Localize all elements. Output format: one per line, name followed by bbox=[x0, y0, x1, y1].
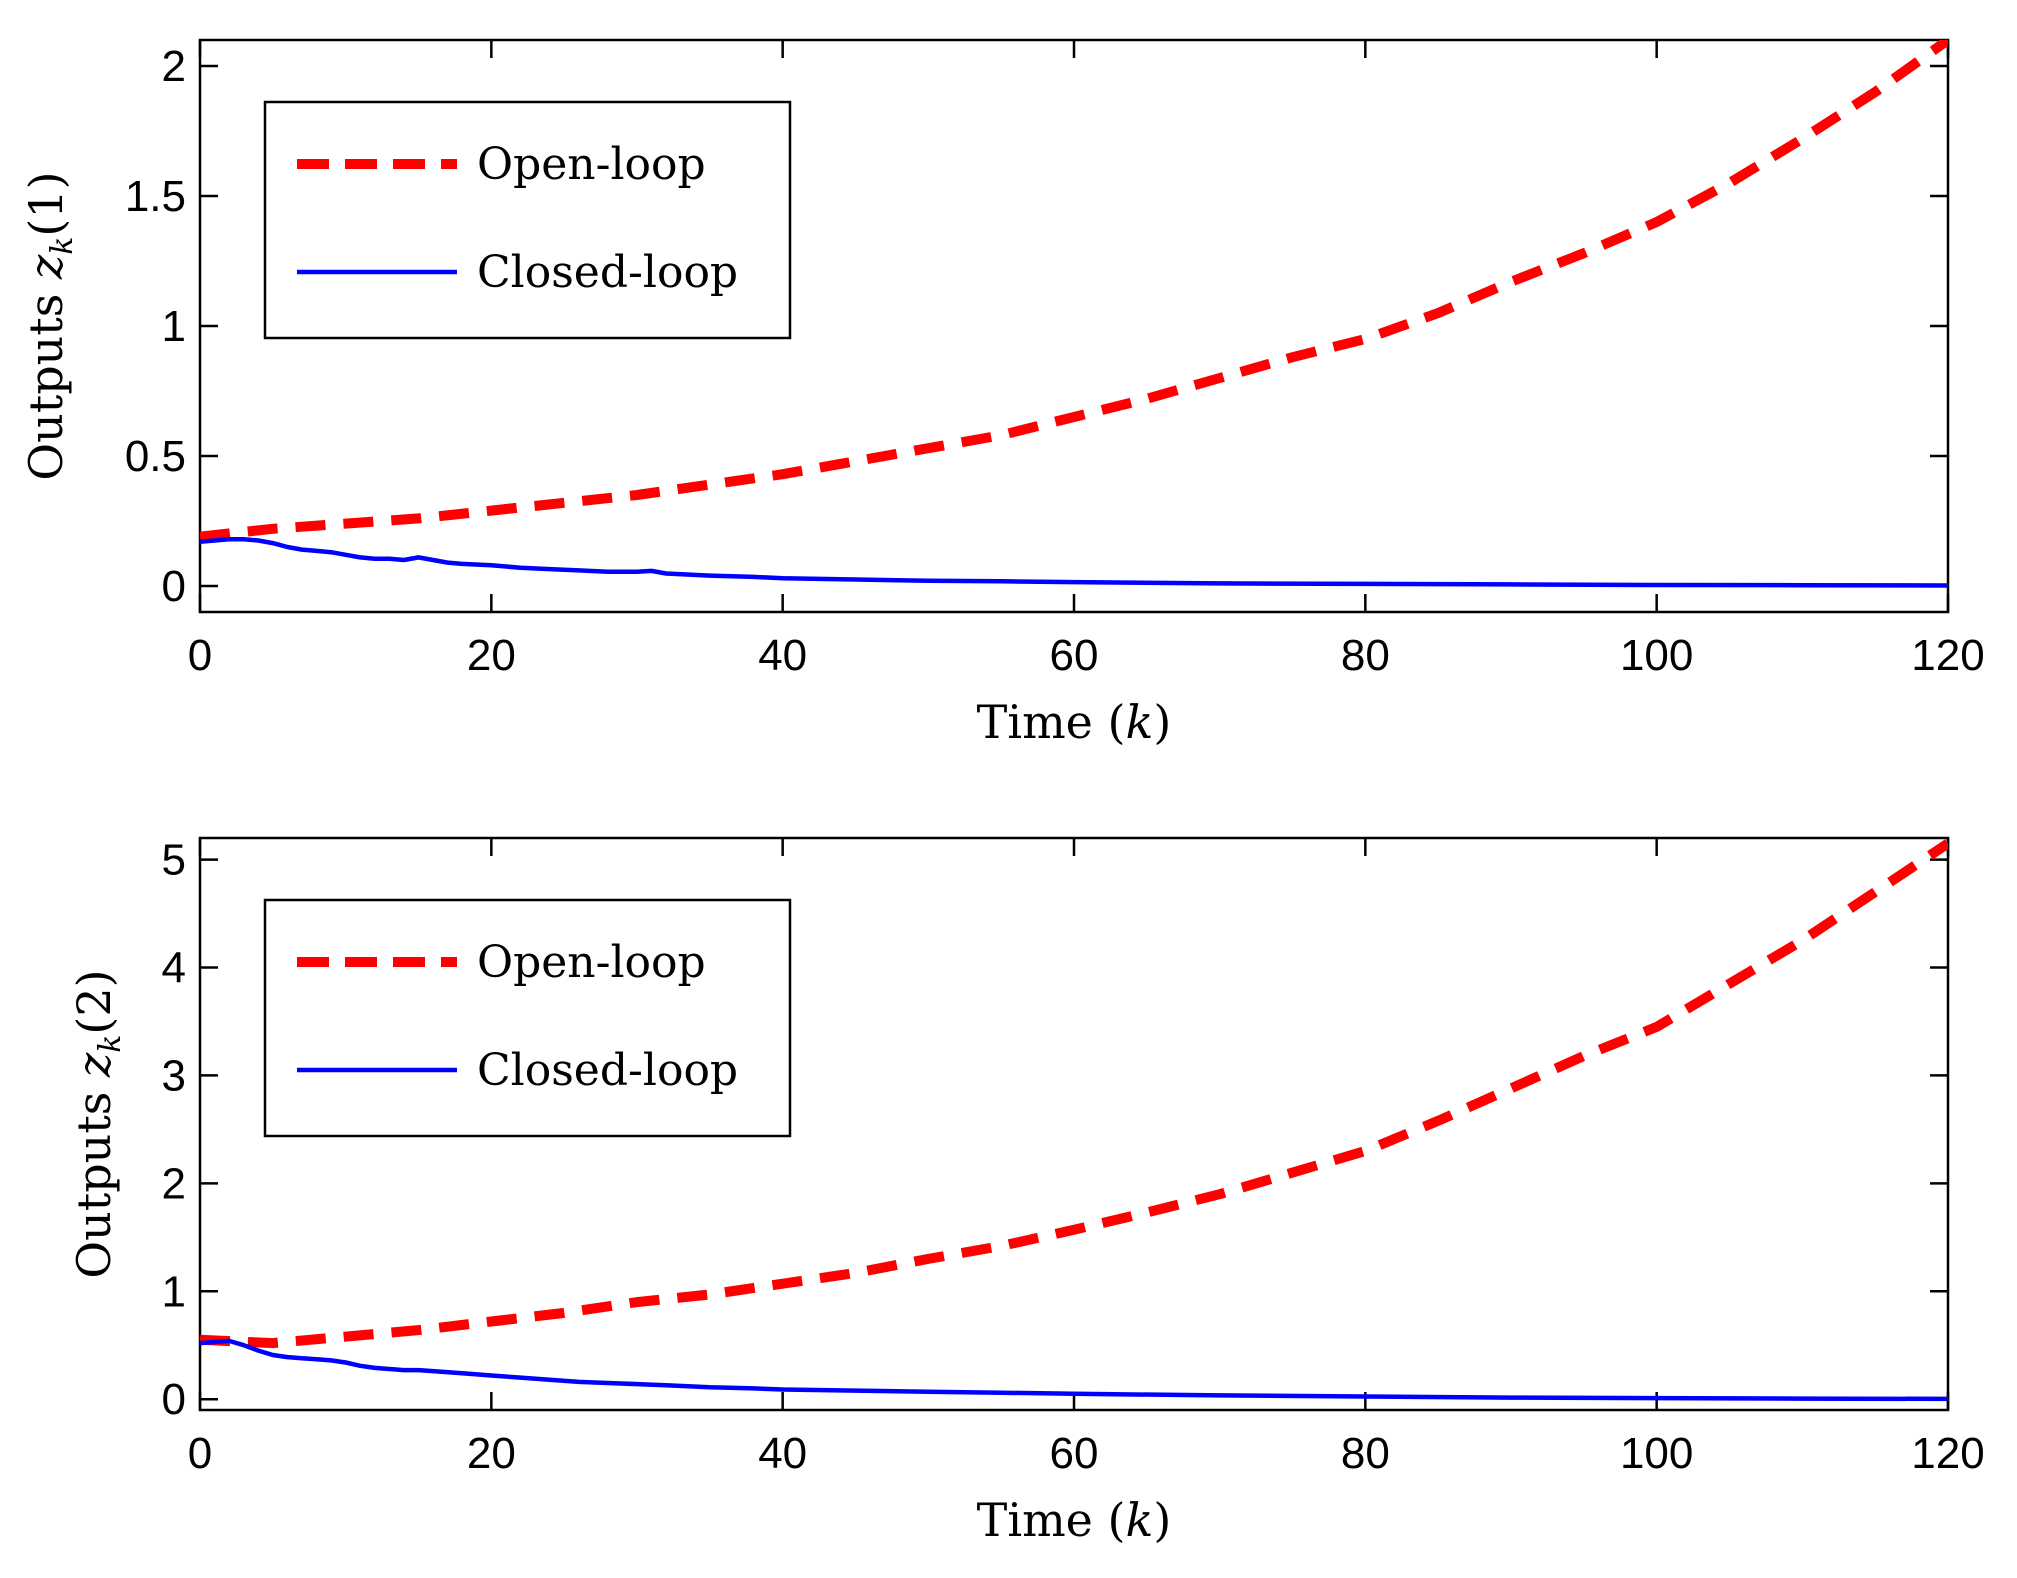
chart2-y-axis-label: Outputs zk(2) bbox=[67, 969, 128, 1278]
chart2-series-open-loop bbox=[200, 839, 1948, 1349]
chart2-y-tick-label: 0 bbox=[162, 1375, 186, 1424]
chart1-legend: Open-loop Closed-loop bbox=[263, 100, 792, 340]
chart2-legend: Open-loop Closed-loop bbox=[263, 898, 792, 1138]
chart2-x-tick-label: 80 bbox=[1341, 1429, 1390, 1478]
chart1-legend-box bbox=[263, 100, 792, 340]
chart2-y-tick-label: 2 bbox=[162, 1159, 186, 1208]
chart1-x-tick-label: 60 bbox=[1050, 631, 1099, 680]
chart2-legend-label-closed-loop: Closed-loop bbox=[477, 1045, 738, 1096]
chart1-series-open-loop bbox=[200, 40, 1948, 542]
chart1-y-tick-label: 2 bbox=[162, 42, 186, 91]
chart1-y-tick-label: 1.5 bbox=[125, 172, 186, 221]
chart1-legend-label-open-loop: Open-loop bbox=[477, 139, 706, 190]
chart1-x-tick-label: 20 bbox=[467, 631, 516, 680]
chart1-y-tick-label: 1 bbox=[162, 302, 186, 351]
chart2-x-tick-label: 60 bbox=[1050, 1429, 1099, 1478]
chart2-y-tick-label: 1 bbox=[162, 1267, 186, 1316]
chart1-group: 0 20 40 60 80 100 120 0 0.5 1 1.5 2 Open-loop Closed-… bbox=[19, 38, 1985, 749]
chart2-series-closed-loop bbox=[200, 1338, 1948, 1402]
chart1-x-tick-label: 120 bbox=[1911, 631, 1984, 680]
chart2-legend-box bbox=[263, 898, 792, 1138]
chart1-series-closed-loop bbox=[200, 536, 1948, 588]
chart1-x-tick-label: 100 bbox=[1620, 631, 1693, 680]
chart2-y-tick-label: 5 bbox=[162, 836, 186, 885]
chart2-group: 0 20 40 60 80 100 120 0 1 2 3 4 5 Open-loop Closed-loo… bbox=[67, 836, 1985, 1547]
chart1-legend-label-closed-loop: Closed-loop bbox=[477, 247, 738, 298]
chart1-y-tick-label: 0.5 bbox=[125, 432, 186, 481]
chart2-x-tick-label: 120 bbox=[1911, 1429, 1984, 1478]
chart1-y-tick-label: 0 bbox=[162, 562, 186, 611]
chart2-x-axis-label: Time (k) bbox=[977, 1493, 1172, 1547]
chart1-x-tick-label: 0 bbox=[188, 631, 212, 680]
chart2-y-tick-label: 4 bbox=[162, 944, 186, 993]
chart1-x-tick-label: 80 bbox=[1341, 631, 1390, 680]
chart2-y-tick-label: 3 bbox=[162, 1051, 186, 1100]
chart1-x-axis-label: Time (k) bbox=[977, 695, 1172, 749]
chart2-x-tick-label: 40 bbox=[758, 1429, 807, 1478]
chart2-x-tick-label: 20 bbox=[467, 1429, 516, 1478]
chart1-x-tick-label: 40 bbox=[758, 631, 807, 680]
chart2-x-tick-label: 100 bbox=[1620, 1429, 1693, 1478]
chart1-y-axis-label: Outputs zk(1) bbox=[19, 171, 80, 480]
chart2-x-tick-label: 0 bbox=[188, 1429, 212, 1478]
chart2-legend-label-open-loop: Open-loop bbox=[477, 937, 706, 988]
